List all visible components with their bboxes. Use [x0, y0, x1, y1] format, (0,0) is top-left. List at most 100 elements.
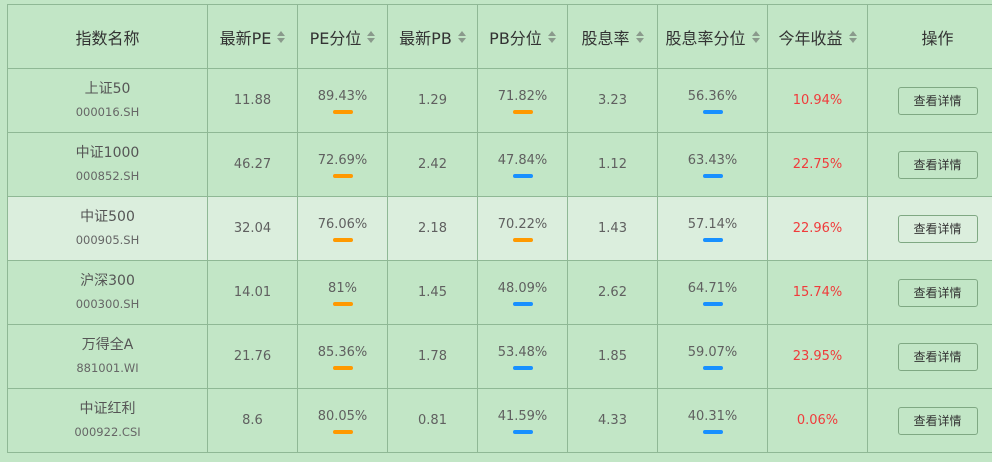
pb-percentile: 70.22% — [497, 216, 548, 232]
dividend-yield: 4.33 — [567, 388, 658, 453]
dividend-percentile: 56.36% — [687, 88, 738, 104]
col-dividend-yield[interactable]: 股息率 — [567, 4, 658, 69]
pe-percentile-cell: 89.43% — [297, 68, 388, 133]
pb-percentile: 48.09% — [497, 280, 548, 296]
view-details-button[interactable]: 查看详情 — [897, 278, 978, 307]
sort-icon[interactable] — [367, 30, 376, 43]
index-name: 中证500 — [80, 209, 135, 225]
table-bottom-divider — [7, 452, 992, 462]
sort-icon[interactable] — [457, 30, 466, 43]
dividend-percentile-cell: 57.14% — [657, 196, 768, 261]
dividend-percentile: 40.31% — [687, 408, 738, 424]
pe-percentile: 72.69% — [317, 152, 368, 168]
pe-value: 46.27 — [207, 132, 298, 197]
percentile-bar — [332, 365, 353, 370]
index-cell: 中证1000 000852.SH — [7, 132, 208, 197]
percentile-bar — [702, 109, 723, 114]
percentile-bar — [702, 237, 723, 242]
action-cell: 查看详情 — [867, 388, 992, 453]
pe-percentile-cell: 72.69% — [297, 132, 388, 197]
pe-percentile: 85.36% — [317, 344, 368, 360]
action-cell: 查看详情 — [867, 260, 992, 325]
index-name: 万得全A — [81, 337, 134, 353]
percentile-bar — [512, 429, 533, 434]
dividend-percentile-cell: 56.36% — [657, 68, 768, 133]
index-code: 000905.SH — [75, 233, 140, 247]
table-row: 上证50 000016.SH 11.88 89.43% 1.29 71.82% 3… — [7, 68, 992, 133]
sort-icon[interactable] — [848, 30, 857, 43]
col-ytd-return[interactable]: 今年收益 — [767, 4, 868, 69]
sort-icon[interactable] — [751, 30, 760, 43]
action-cell: 查看详情 — [867, 324, 992, 389]
pe-value: 32.04 — [207, 196, 298, 261]
sort-icon[interactable] — [547, 30, 556, 43]
percentile-bar — [702, 429, 723, 434]
ytd-return: 10.94% — [767, 68, 868, 133]
dividend-yield: 1.43 — [567, 196, 658, 261]
table-row: 万得全A 881001.WI 21.76 85.36% 1.78 53.48% 1… — [7, 324, 992, 389]
index-code: 000300.SH — [75, 297, 140, 311]
percentile-bar — [512, 173, 533, 178]
pb-percentile-cell: 48.09% — [477, 260, 568, 325]
percentile-bar — [332, 237, 353, 242]
pe-value: 21.76 — [207, 324, 298, 389]
dividend-percentile: 63.43% — [687, 152, 738, 168]
pb-percentile-cell: 53.48% — [477, 324, 568, 389]
pb-percentile: 71.82% — [497, 88, 548, 104]
col-action: 操作 — [867, 4, 992, 69]
index-cell: 沪深300 000300.SH — [7, 260, 208, 325]
view-details-button[interactable]: 查看详情 — [897, 406, 978, 435]
pe-value: 8.6 — [207, 388, 298, 453]
col-pe-percentile[interactable]: PE分位 — [297, 4, 388, 69]
pb-percentile: 53.48% — [497, 344, 548, 360]
pb-value: 1.78 — [387, 324, 478, 389]
percentile-bar — [702, 365, 723, 370]
index-cell: 万得全A 881001.WI — [7, 324, 208, 389]
pb-percentile: 47.84% — [497, 152, 548, 168]
col-pe[interactable]: 最新PE — [207, 4, 298, 69]
percentile-bar — [512, 365, 533, 370]
table-row: 中证500 000905.SH 32.04 76.06% 2.18 70.22% … — [7, 196, 992, 261]
index-code: 000016.SH — [75, 105, 140, 119]
dividend-percentile-cell: 63.43% — [657, 132, 768, 197]
index-cell: 中证红利 000922.CSI — [7, 388, 208, 453]
index-valuation-table: 指数名称 最新PE PE分位 最新PB PB分位 股息率 股息率分位 今年收益 … — [7, 4, 992, 453]
col-pb[interactable]: 最新PB — [387, 4, 478, 69]
index-cell: 中证500 000905.SH — [7, 196, 208, 261]
dividend-percentile: 64.71% — [687, 280, 738, 296]
pb-percentile-cell: 71.82% — [477, 68, 568, 133]
action-cell: 查看详情 — [867, 68, 992, 133]
index-cell: 上证50 000016.SH — [7, 68, 208, 133]
col-pb-percentile[interactable]: PB分位 — [477, 4, 568, 69]
view-details-button[interactable]: 查看详情 — [897, 214, 978, 243]
percentile-bar — [702, 301, 723, 306]
index-code: 881001.WI — [76, 361, 139, 375]
ytd-return: 22.75% — [767, 132, 868, 197]
pb-percentile-cell: 47.84% — [477, 132, 568, 197]
pe-value: 11.88 — [207, 68, 298, 133]
pe-percentile-cell: 81% — [297, 260, 388, 325]
pb-value: 0.81 — [387, 388, 478, 453]
col-dividend-percentile[interactable]: 股息率分位 — [657, 4, 768, 69]
ytd-return: 15.74% — [767, 260, 868, 325]
view-details-button[interactable]: 查看详情 — [897, 342, 978, 371]
percentile-bar — [332, 173, 353, 178]
index-name: 中证1000 — [75, 145, 140, 161]
sort-icon[interactable] — [277, 30, 286, 43]
index-name: 沪深300 — [80, 273, 135, 289]
pb-value: 2.18 — [387, 196, 478, 261]
dividend-percentile-cell: 40.31% — [657, 388, 768, 453]
index-code: 000852.SH — [75, 169, 140, 183]
view-details-button[interactable]: 查看详情 — [897, 86, 978, 115]
table-row: 沪深300 000300.SH 14.01 81% 1.45 48.09% 2.6… — [7, 260, 992, 325]
pe-percentile: 81% — [328, 280, 357, 296]
percentile-bar — [332, 301, 353, 306]
index-name: 上证50 — [84, 81, 131, 97]
dividend-yield: 2.62 — [567, 260, 658, 325]
pe-percentile-cell: 76.06% — [297, 196, 388, 261]
dividend-percentile: 57.14% — [687, 216, 738, 232]
view-details-button[interactable]: 查看详情 — [897, 150, 978, 179]
ytd-return: 22.96% — [767, 196, 868, 261]
sort-icon[interactable] — [635, 30, 644, 43]
col-index-name: 指数名称 — [7, 4, 208, 69]
